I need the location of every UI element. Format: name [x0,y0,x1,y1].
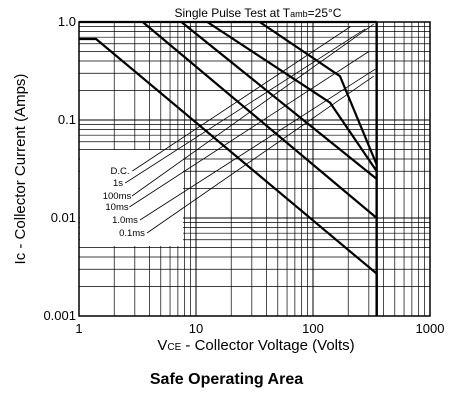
x-tick-labels: 1 10 100 1000 [75,321,444,336]
series-line [180,21,378,180]
y-tick-labels: 0.001 0.01 0.1 1.0 [43,14,76,323]
y-axis-title: Ic - Collector Current (Amps) [12,74,29,265]
label-leaders [124,23,376,234]
series-label: 1s [113,178,123,189]
y-tick-label: 0.1 [58,112,76,127]
figure-caption: Safe Operating Area [149,371,304,388]
chart-title: Single Pulse Test at Tamb=25°C [175,6,342,20]
x-tick-label: 1 [75,321,82,336]
leader-line [131,23,374,197]
x-axis-title: VCE - Collector Voltage (Volts) [157,337,354,354]
x-tick-label: 10 [189,321,203,336]
series-line [259,21,378,166]
y-tick-label: 1.0 [58,14,76,29]
y-tick-label: 0.001 [43,308,76,323]
series-label: 10ms [105,202,128,213]
series-label: 1.0ms [112,215,138,226]
title-background [150,5,366,20]
x-tick-label: 1000 [416,321,445,336]
white-label-box [80,150,183,246]
x-tick-label: 100 [302,321,324,336]
series-label: 100ms [103,191,132,202]
soa-chart: 1 10 100 1000 0.001 0.01 0.1 1.0 D.C.1s 100ms10… [12,5,444,354]
series-line [141,21,378,219]
y-tick-label: 0.01 [51,210,76,225]
series-label: 0.1ms [119,228,145,239]
leader-line [129,51,370,208]
leader-line [124,28,366,184]
series-label: D.C. [111,166,130,177]
leader-line [146,75,374,234]
leader-line [132,26,351,172]
leader-line [139,68,376,221]
plot-frame [78,21,431,317]
series-line [206,21,378,172]
